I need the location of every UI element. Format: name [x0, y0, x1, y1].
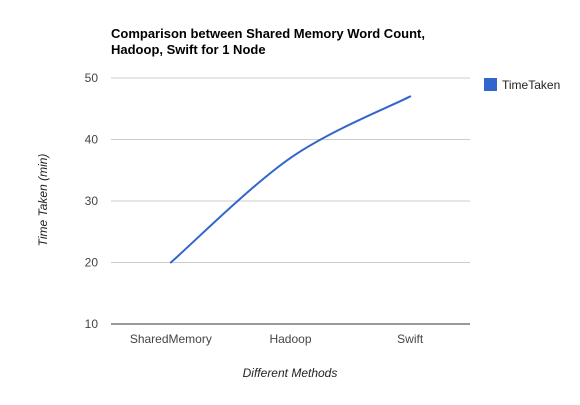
y-tick-label: 50 [85, 71, 99, 85]
chart-title: Comparison between Shared Memory Word Co… [111, 26, 425, 57]
x-axis-title: Different Methods [243, 366, 338, 380]
chart-title-line-2: Hadoop, Swift for 1 Node [111, 42, 266, 57]
x-tick-label: SharedMemory [130, 332, 212, 346]
y-tick-label: 40 [85, 133, 99, 147]
gridlines [111, 77, 470, 325]
x-tick-label: Swift [397, 332, 424, 346]
x-tick-label: Hadoop [269, 332, 311, 346]
series-line [169, 95, 412, 264]
legend-swatch [484, 78, 497, 91]
chart-title-line-1: Comparison between Shared Memory Word Co… [111, 26, 425, 41]
y-tick-label: 20 [85, 256, 99, 270]
x-axis-tick-labels: SharedMemory Hadoop Swift [130, 332, 424, 346]
y-axis-title: Time Taken (min) [36, 154, 50, 247]
y-axis-tick-labels: 10 20 30 40 50 [85, 71, 99, 331]
y-tick-label: 30 [85, 194, 99, 208]
series-lines [169, 95, 412, 264]
y-tick-label: 10 [85, 317, 99, 331]
legend-label: TimeTaken [502, 78, 560, 92]
legend: TimeTaken [484, 78, 560, 92]
